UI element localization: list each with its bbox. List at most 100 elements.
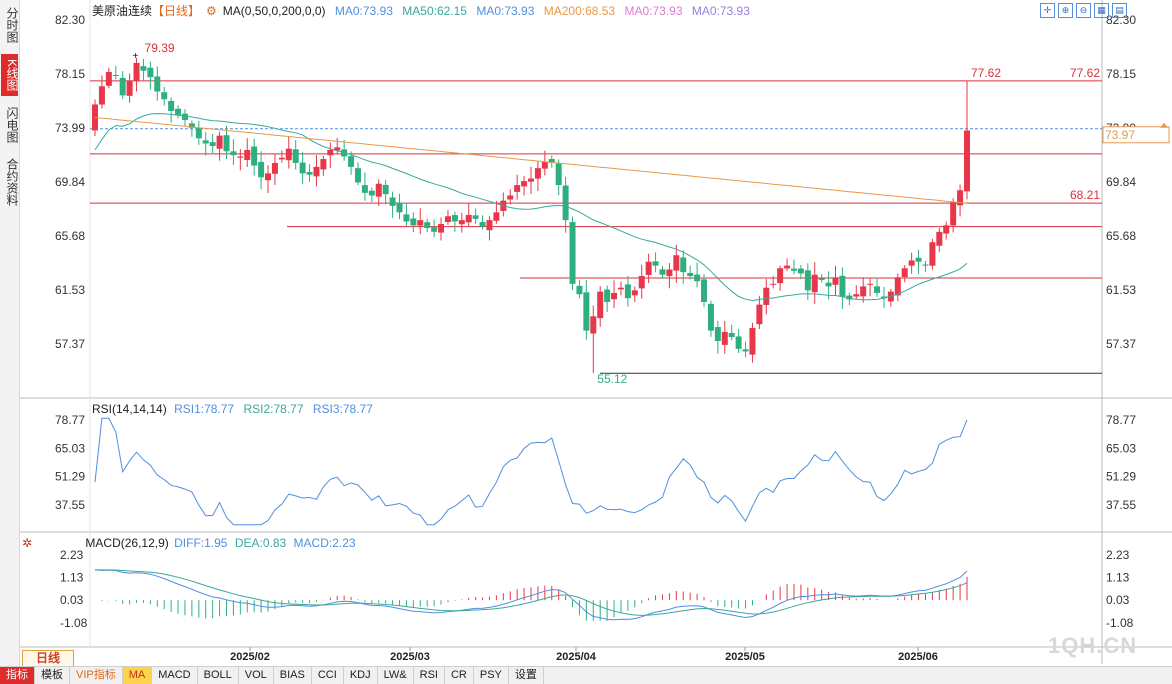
left-sidebar: 分时图 K线图 闪电图 合约资料 bbox=[0, 0, 20, 683]
level-label-68: 68.21 bbox=[1070, 188, 1100, 202]
candle-22 bbox=[244, 149, 251, 160]
macd-tick-right-3: -1.08 bbox=[1106, 616, 1134, 630]
candle-63 bbox=[528, 178, 534, 182]
price-tick-right-6: 57.37 bbox=[1106, 337, 1136, 351]
tab-macd[interactable]: MACD bbox=[152, 667, 198, 684]
candle-46 bbox=[410, 218, 417, 226]
macd-tick-left-2: 0.03 bbox=[60, 593, 84, 607]
candle-51 bbox=[444, 216, 451, 223]
sidebar-item-contract[interactable]: 合约资料 bbox=[5, 158, 19, 206]
ma200-line bbox=[94, 117, 968, 204]
candle-110 bbox=[853, 294, 860, 297]
candle-1 bbox=[98, 86, 105, 105]
candle-34 bbox=[327, 149, 334, 156]
tab-ma[interactable]: MA bbox=[122, 667, 153, 684]
tab-kdj[interactable]: KDJ bbox=[344, 667, 378, 684]
low-label: 55.12 bbox=[597, 372, 627, 386]
candle-89 bbox=[707, 303, 714, 331]
chart-toolbar: ✛ ⊕ ⊖ ▦ ▤ bbox=[1040, 3, 1127, 18]
rsi-tick-left-2: 51.29 bbox=[55, 470, 85, 484]
macd-settings-icon[interactable]: ✲ bbox=[22, 536, 33, 550]
candle-2 bbox=[105, 71, 112, 86]
candle-81 bbox=[652, 261, 659, 266]
tab-boll[interactable]: BOLL bbox=[198, 667, 239, 684]
price-tick-right-3: 69.84 bbox=[1106, 175, 1136, 189]
high-label: 79.39 bbox=[145, 41, 175, 55]
candle-77 bbox=[624, 284, 631, 299]
tab-vol[interactable]: VOL bbox=[239, 667, 274, 684]
candle-67 bbox=[555, 163, 562, 186]
candle-47 bbox=[417, 220, 424, 226]
kline-chart[interactable]: 82.3082.3078.1578.1573.9973.9969.8469.84… bbox=[0, 0, 1172, 666]
crosshair-icon[interactable]: ✛ bbox=[1040, 3, 1055, 18]
ma50-line bbox=[94, 113, 968, 302]
candle-15 bbox=[195, 127, 202, 139]
candle-104 bbox=[811, 274, 818, 293]
candle-39 bbox=[361, 185, 368, 193]
candle-98 bbox=[770, 283, 777, 285]
tab-vip[interactable]: VIP指标 bbox=[70, 667, 123, 684]
tab-cci[interactable]: CCI bbox=[312, 667, 344, 684]
candle-42 bbox=[382, 184, 389, 195]
candle-111 bbox=[860, 286, 867, 297]
tab-lw[interactable]: LW& bbox=[378, 667, 414, 684]
candle-53 bbox=[458, 220, 465, 225]
candle-5 bbox=[126, 81, 133, 96]
candle-32 bbox=[313, 166, 320, 177]
candle-108 bbox=[839, 275, 846, 297]
sidebar-item-kline[interactable]: K线图 bbox=[1, 54, 19, 96]
macd-tick-left-3: -1.08 bbox=[60, 616, 88, 630]
price-tick-right-4: 65.68 bbox=[1106, 229, 1136, 243]
price-tick-left-1: 78.15 bbox=[55, 67, 85, 81]
tab-rsi[interactable]: RSI bbox=[414, 667, 445, 684]
candle-50 bbox=[438, 224, 445, 233]
candle-56 bbox=[479, 222, 486, 227]
zoom-in-icon[interactable]: ⊕ bbox=[1058, 3, 1073, 18]
candle-86 bbox=[687, 272, 694, 277]
rsi-label: RSI(14,14,14) bbox=[92, 402, 167, 416]
candle-114 bbox=[880, 296, 887, 299]
candle-3 bbox=[112, 74, 119, 76]
tab-bias[interactable]: BIAS bbox=[274, 667, 312, 684]
rsi-tick-right-3: 37.55 bbox=[1106, 498, 1136, 512]
layout-icon[interactable]: ▤ bbox=[1112, 3, 1127, 18]
macd-tick-right-2: 0.03 bbox=[1106, 593, 1130, 607]
macd-value: MACD:2.23 bbox=[293, 536, 356, 550]
candle-78 bbox=[631, 290, 638, 296]
candle-102 bbox=[797, 268, 804, 274]
macd-label: MACD(26,12,9) bbox=[85, 536, 169, 550]
candle-20 bbox=[230, 151, 237, 156]
ma0b-value: MA0:73.93 bbox=[476, 4, 535, 18]
tab-cr[interactable]: CR bbox=[445, 667, 474, 684]
zoom-out-icon[interactable]: ⊖ bbox=[1076, 3, 1091, 18]
ma0c-value: MA0:73.93 bbox=[624, 4, 683, 18]
candle-19 bbox=[223, 135, 230, 152]
grid-icon[interactable]: ▦ bbox=[1094, 3, 1109, 18]
tab-template[interactable]: 模板 bbox=[35, 667, 70, 684]
tab-indicator[interactable]: 指标 bbox=[0, 667, 35, 684]
candle-18 bbox=[216, 135, 223, 149]
candle-8 bbox=[147, 67, 154, 78]
period-button[interactable]: 日线 bbox=[22, 650, 74, 667]
tab-psy[interactable]: PSY bbox=[474, 667, 509, 684]
candle-80 bbox=[645, 261, 652, 275]
candle-45 bbox=[403, 214, 410, 222]
candle-94 bbox=[742, 349, 749, 352]
period-tag[interactable]: 【日线】 bbox=[152, 4, 201, 18]
sidebar-item-flash[interactable]: 闪电图 bbox=[5, 107, 19, 143]
candle-82 bbox=[659, 269, 666, 275]
time-label-0: 2025/02 bbox=[230, 651, 270, 663]
candle-103 bbox=[804, 270, 811, 291]
diff-line bbox=[94, 569, 968, 621]
time-label-1: 2025/03 bbox=[390, 651, 430, 663]
candle-76 bbox=[617, 287, 624, 290]
gear-icon[interactable]: ⚙ bbox=[206, 4, 217, 18]
candle-62 bbox=[521, 181, 528, 187]
candle-21 bbox=[237, 156, 244, 158]
candle-99 bbox=[777, 268, 784, 284]
tab-settings[interactable]: 设置 bbox=[509, 667, 544, 684]
dea-value: DEA:0.83 bbox=[234, 536, 287, 550]
candle-73 bbox=[597, 291, 604, 319]
candle-84 bbox=[673, 255, 680, 271]
sidebar-item-timeshare[interactable]: 分时图 bbox=[5, 7, 19, 43]
